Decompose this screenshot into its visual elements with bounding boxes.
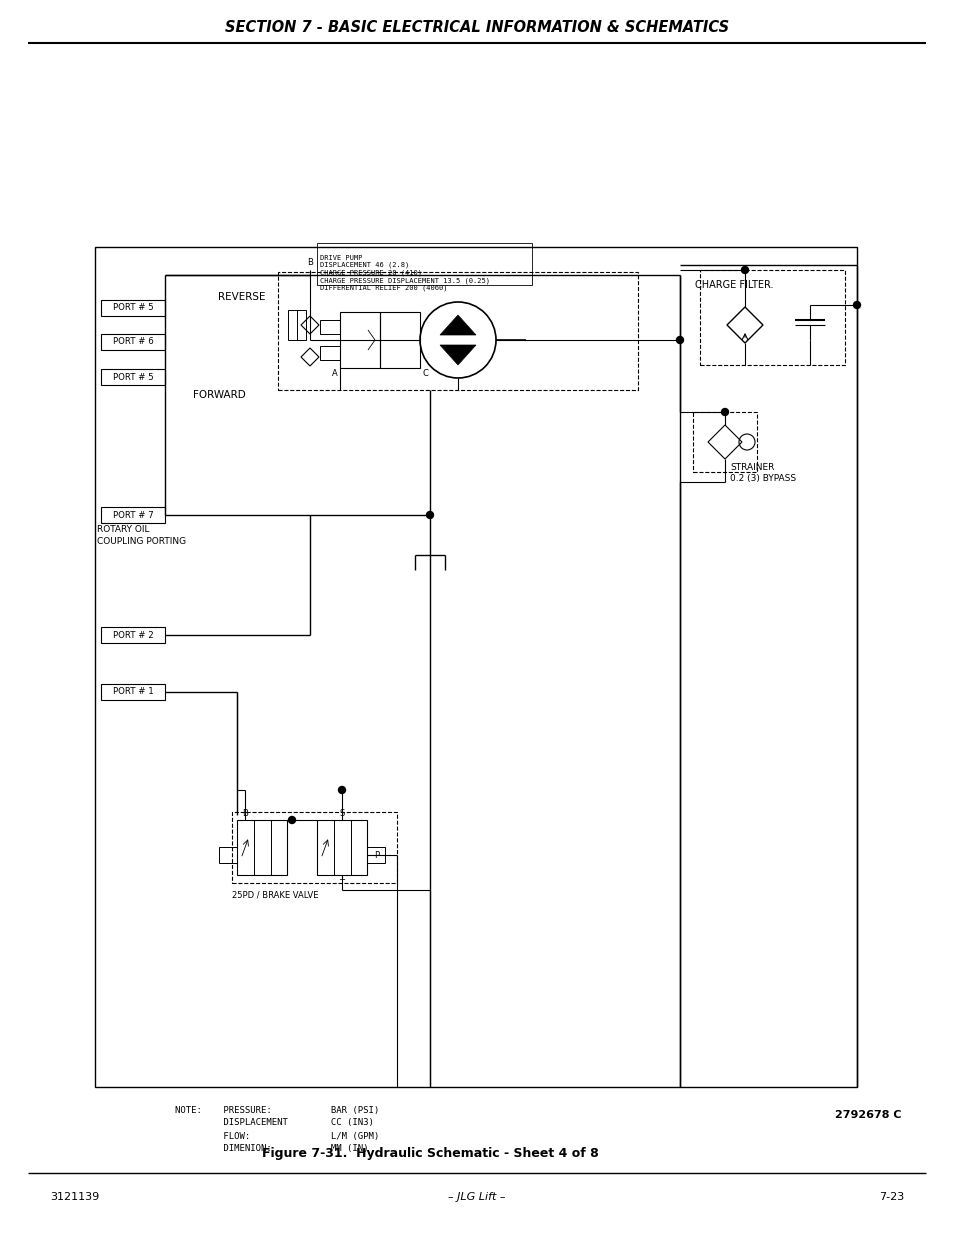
- Text: PORT # 7: PORT # 7: [112, 510, 153, 520]
- Circle shape: [288, 816, 295, 824]
- Bar: [367, 847, 385, 863]
- Text: NOTE:    PRESSURE:           BAR (PSI): NOTE: PRESSURE: BAR (PSI): [174, 1105, 379, 1114]
- Bar: [219, 847, 236, 863]
- Bar: [101, 300, 165, 316]
- Bar: [319, 346, 339, 359]
- Bar: [379, 312, 419, 368]
- Text: SECTION 7 - BASIC ELECTRICAL INFORMATION & SCHEMATICS: SECTION 7 - BASIC ELECTRICAL INFORMATION…: [225, 21, 728, 36]
- Polygon shape: [439, 315, 476, 335]
- Bar: [319, 320, 339, 333]
- Circle shape: [676, 336, 682, 343]
- Circle shape: [740, 267, 748, 273]
- Bar: [101, 369, 165, 385]
- Bar: [277, 272, 638, 390]
- Text: CHARGE FILTER.: CHARGE FILTER.: [695, 280, 773, 290]
- Text: PORT # 1: PORT # 1: [112, 688, 153, 697]
- Bar: [101, 333, 165, 350]
- Circle shape: [426, 511, 433, 519]
- Polygon shape: [439, 345, 476, 366]
- Bar: [700, 270, 844, 366]
- Bar: [232, 811, 396, 883]
- Text: 0.2 (3) BYPASS: 0.2 (3) BYPASS: [729, 474, 796, 483]
- Text: ROTARY OIL: ROTARY OIL: [97, 525, 150, 534]
- Text: DRIVE PUMP
DISPLACEMENT 46 (2.8)
CHARGE PRESSURE 28 (410)
CHARGE PRESSURE DISPLA: DRIVE PUMP DISPLACEMENT 46 (2.8) CHARGE …: [319, 254, 490, 291]
- Text: STRAINER: STRAINER: [729, 462, 774, 472]
- Text: 3121139: 3121139: [50, 1192, 99, 1202]
- Bar: [288, 310, 306, 340]
- Text: C: C: [421, 368, 428, 378]
- Bar: [101, 684, 165, 700]
- Text: 2792678 C: 2792678 C: [834, 1110, 901, 1120]
- Circle shape: [720, 409, 728, 415]
- Bar: [692, 412, 757, 472]
- Bar: [95, 247, 856, 1087]
- Text: 25PD / BRAKE VALVE: 25PD / BRAKE VALVE: [232, 890, 318, 899]
- Bar: [339, 312, 379, 368]
- Bar: [101, 508, 165, 522]
- Text: Figure 7-31.  Hydraulic Schematic - Sheet 4 of 8: Figure 7-31. Hydraulic Schematic - Sheet…: [261, 1146, 598, 1160]
- Text: PORT # 6: PORT # 6: [112, 337, 153, 347]
- Bar: [316, 820, 367, 876]
- Text: T: T: [339, 878, 344, 888]
- Text: PORT # 2: PORT # 2: [112, 631, 153, 640]
- Circle shape: [853, 301, 860, 309]
- Text: B: B: [242, 809, 248, 819]
- Text: FLOW:               L/M (GPM): FLOW: L/M (GPM): [174, 1131, 379, 1140]
- Text: REVERSE: REVERSE: [218, 291, 265, 303]
- Text: DIMENION:           MM (IN): DIMENION: MM (IN): [174, 1145, 368, 1153]
- Circle shape: [338, 787, 345, 794]
- Bar: [101, 627, 165, 643]
- Text: FORWARD: FORWARD: [193, 390, 246, 400]
- Text: P: P: [374, 851, 379, 860]
- Text: A: A: [332, 368, 337, 378]
- Text: B: B: [307, 258, 313, 267]
- Text: PORT # 5: PORT # 5: [112, 304, 153, 312]
- Text: – JLG Lift –: – JLG Lift –: [448, 1192, 505, 1202]
- Text: S: S: [339, 809, 344, 819]
- Text: COUPLING PORTING: COUPLING PORTING: [97, 536, 186, 546]
- Text: DISPLACEMENT        CC (IN3): DISPLACEMENT CC (IN3): [174, 1119, 374, 1128]
- Bar: [316, 243, 532, 285]
- Text: PORT # 5: PORT # 5: [112, 373, 153, 382]
- Text: 7-23: 7-23: [878, 1192, 903, 1202]
- Bar: [236, 820, 287, 876]
